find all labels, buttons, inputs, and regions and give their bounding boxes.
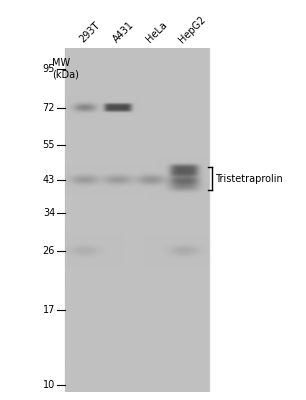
Text: A431: A431 xyxy=(111,20,136,45)
Text: MW
(kDa): MW (kDa) xyxy=(52,58,79,79)
Text: 34: 34 xyxy=(43,208,55,218)
Text: 95: 95 xyxy=(43,64,55,74)
Text: 43: 43 xyxy=(43,175,55,185)
Text: 17: 17 xyxy=(43,305,55,315)
Text: 72: 72 xyxy=(43,102,55,112)
Bar xyxy=(65,48,209,392)
Text: 293T: 293T xyxy=(78,20,102,45)
Text: 26: 26 xyxy=(43,246,55,256)
Text: 10: 10 xyxy=(43,380,55,390)
Text: Tristetraprolin: Tristetraprolin xyxy=(215,174,283,184)
Text: HepG2: HepG2 xyxy=(177,14,207,45)
Text: 55: 55 xyxy=(43,140,55,150)
Text: HeLa: HeLa xyxy=(144,20,169,45)
